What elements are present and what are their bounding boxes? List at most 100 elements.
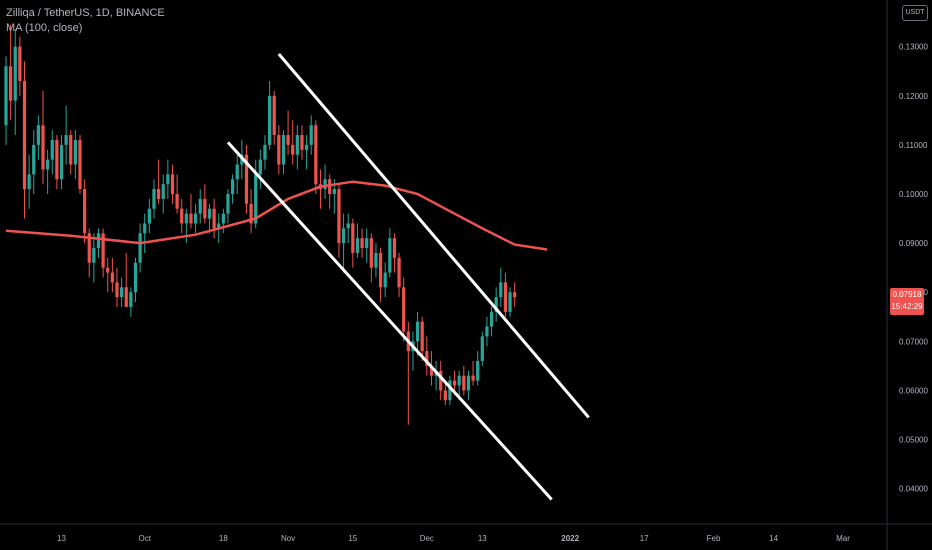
- candle-body: [170, 174, 175, 194]
- indicator-label[interactable]: MA (100, close): [6, 22, 83, 34]
- candle-body: [124, 287, 128, 307]
- channel-line-upper: [277, 53, 590, 419]
- price-tick-label: 0.11000: [899, 141, 928, 150]
- candle-body: [332, 189, 336, 194]
- candle-body: [300, 135, 304, 150]
- candle-body: [369, 238, 373, 268]
- time-tick-label: Dec: [420, 534, 434, 543]
- candle-body: [281, 135, 286, 165]
- candle-body: [429, 365, 434, 376]
- candle-body: [439, 370, 443, 391]
- symbol-title[interactable]: Zilliqa / TetherUS, 1D, BINANCE: [6, 7, 165, 19]
- time-tick-label: Oct: [139, 534, 152, 543]
- candle-body: [212, 208, 216, 229]
- candle-body: [508, 292, 512, 312]
- price-tick-label: 0.12000: [899, 92, 928, 101]
- candle-body: [9, 66, 13, 101]
- time-tick-label: Nov: [281, 534, 295, 543]
- candle-body: [27, 174, 31, 190]
- candle-body: [180, 208, 184, 224]
- time-tick-label: 17: [640, 534, 649, 543]
- candle-body: [59, 144, 64, 180]
- candle-body: [18, 46, 22, 82]
- time-tick-label: Mar: [836, 534, 850, 543]
- candle-body: [443, 390, 447, 401]
- candle-body: [304, 144, 309, 150]
- candle-body: [346, 223, 350, 229]
- candle-body: [272, 95, 276, 136]
- candle-body: [485, 326, 489, 337]
- bar-countdown: 15:42:29: [891, 302, 923, 311]
- currency-button[interactable]: USDT: [902, 5, 928, 21]
- candle-body: [101, 233, 105, 268]
- price-tick-label: 0.07000: [899, 337, 928, 346]
- candle-body: [480, 336, 484, 361]
- candle-body: [152, 189, 156, 209]
- candle-body: [494, 297, 498, 312]
- candle-body: [41, 125, 45, 170]
- price-tick-label: 0.10000: [899, 190, 928, 199]
- time-axis[interactable]: 13 Oct 18 Nov 15 Dec 13 2022 17 Feb 14 Mar: [57, 534, 850, 543]
- candle-body: [249, 203, 253, 224]
- candle-body: [189, 213, 193, 224]
- last-price-tag: 0.07918 15:42:29: [890, 288, 924, 315]
- candle-body: [22, 81, 27, 190]
- moving-average-layer: [5, 180, 548, 251]
- candle-body: [32, 144, 36, 175]
- candle-body: [378, 252, 383, 288]
- candle-body: [207, 208, 212, 219]
- candle-body: [499, 282, 503, 298]
- candle-body: [415, 321, 420, 342]
- candle-body: [402, 287, 406, 332]
- candle-body: [466, 375, 471, 391]
- candle-body: [337, 189, 341, 244]
- candle-body: [286, 135, 290, 145]
- candle-body: [267, 95, 272, 145]
- candle-body: [341, 228, 346, 244]
- candle-body: [161, 184, 165, 199]
- candle-body: [254, 174, 258, 224]
- candle-body: [291, 144, 295, 155]
- candle-body: [226, 193, 230, 214]
- ma-line: [5, 180, 548, 251]
- candle-body: [193, 213, 198, 224]
- candle-body: [351, 223, 355, 253]
- candle-body: [314, 125, 318, 185]
- time-tick-label: 13: [478, 534, 487, 543]
- candle-body: [328, 179, 332, 194]
- candle-body: [96, 233, 101, 249]
- candle-body: [383, 272, 387, 288]
- candle-body: [46, 159, 50, 170]
- candle-body: [36, 125, 40, 145]
- candle-body: [13, 46, 17, 101]
- candle-body: [55, 139, 59, 180]
- candle-body: [106, 267, 110, 273]
- candle-body: [323, 179, 327, 190]
- candle-body: [374, 252, 378, 268]
- channel-layer[interactable]: [226, 53, 590, 501]
- candle-body: [397, 257, 401, 288]
- time-tick-label: 15: [348, 534, 357, 543]
- time-tick-label: 14: [769, 534, 778, 543]
- candle-body: [138, 233, 142, 263]
- candle-body: [87, 233, 91, 263]
- candle-body: [388, 238, 392, 273]
- chart-legend: Zilliqa / TetherUS, 1D, BINANCE MA (100,…: [6, 6, 165, 36]
- candle-body: [133, 262, 138, 293]
- last-price-value: 0.07918: [892, 290, 922, 299]
- price-tick-label: 0.04000: [899, 485, 928, 494]
- price-tick-label: 0.06000: [899, 386, 928, 395]
- candle-body: [73, 139, 77, 165]
- price-tick-label: 0.09000: [899, 239, 928, 248]
- candle-body: [129, 292, 133, 307]
- candle-body: [217, 223, 221, 229]
- candle-body: [513, 292, 517, 298]
- time-tick-label: Feb: [707, 534, 721, 543]
- candle-body: [203, 198, 207, 219]
- candle-body: [147, 208, 151, 224]
- price-tick-label: 0.05000: [899, 436, 928, 445]
- candle-body: [175, 193, 179, 209]
- candle-body: [476, 360, 480, 381]
- candle-body: [69, 135, 73, 165]
